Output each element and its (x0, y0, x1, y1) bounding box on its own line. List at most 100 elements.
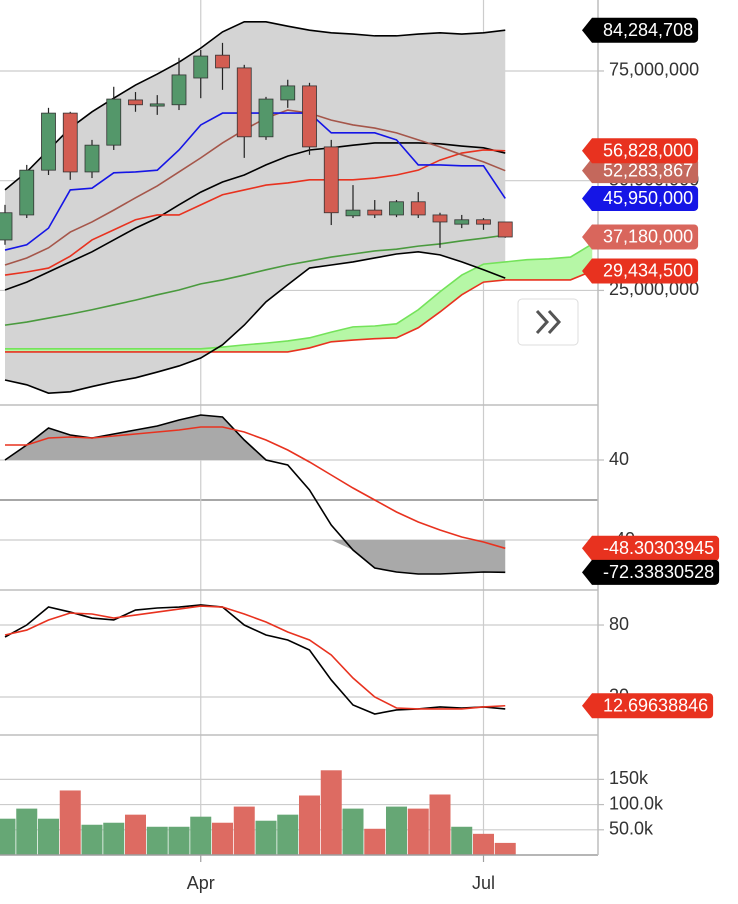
volume-bar (0, 818, 16, 855)
indicator-line (4, 142, 506, 291)
cloud-lower-line (5, 270, 593, 353)
candle-body (215, 54, 230, 69)
price-badge: 45,950,000 (582, 185, 699, 211)
candle-body (345, 209, 361, 217)
candle-body (280, 85, 296, 101)
price-badge-label: -48.30303945 (603, 538, 714, 558)
price-badge-label: 45,950,000 (603, 188, 693, 208)
candle-body (258, 98, 274, 138)
indicator-line (4, 234, 506, 326)
scroll-button-icon[interactable] (535, 309, 562, 335)
volume-bar (233, 806, 255, 855)
x-tick-label: Jul (472, 873, 495, 893)
volume-bar (320, 770, 342, 855)
oversold-fill (5, 540, 506, 574)
candle-body (149, 103, 165, 107)
price-badge-label: 52,283,867 (603, 160, 693, 180)
y-tick-label: 50.0k (609, 819, 654, 839)
candle-body (128, 99, 143, 106)
indicator-line (4, 21, 506, 191)
volume-bar (451, 826, 473, 855)
y-tick-label: 25,000,000 (609, 279, 699, 299)
band-fill (5, 21, 506, 394)
y-tick-label: 80 (609, 614, 629, 634)
price-badge-label: 37,180,000 (603, 227, 693, 247)
price-badge-bg (582, 258, 699, 284)
candle-body (0, 212, 13, 241)
y-tick-label: 150k (609, 768, 649, 788)
indicator-line (4, 605, 506, 710)
price-badge: -48.30303945 (582, 535, 720, 561)
y-tick-label: 40 (609, 449, 629, 469)
volume-bar (190, 816, 212, 855)
cloud-upper-line (5, 243, 593, 350)
volume-bar (59, 790, 81, 855)
candle-body (62, 112, 78, 173)
candle-body (41, 112, 56, 171)
volume-bar (255, 820, 277, 855)
candle-body (476, 219, 491, 225)
price-badge: -72.33830528 (582, 559, 720, 585)
indicator-line (4, 604, 506, 715)
volume-bar (125, 814, 146, 855)
price-badge: 29,434,500 (582, 258, 699, 284)
candle-body (19, 169, 35, 216)
indicator-line (4, 251, 506, 394)
x-tick-label: Apr (187, 873, 215, 893)
price-badge-bg (582, 158, 699, 184)
y-tick-label: 100.0k (609, 793, 664, 813)
price-badge-bg (582, 535, 720, 561)
price-badge-label: 29,434,500 (603, 261, 693, 281)
volume-bar (494, 842, 516, 855)
price-badge-bg (582, 17, 699, 43)
price-badge: 52,283,867 (582, 158, 699, 184)
indicator-line (4, 149, 506, 276)
candle-body (454, 219, 470, 225)
price-badge: 37,180,000 (582, 224, 699, 250)
candle-body (323, 146, 339, 214)
volume-bar (146, 826, 168, 855)
price-badge: 12.69638846 (582, 693, 714, 719)
price-badge-bg (582, 224, 699, 250)
volume-bar (81, 824, 103, 855)
volume-bar (342, 808, 364, 855)
label-layer: 25,000,00050,000,00075,000,00052,283,867… (187, 17, 720, 893)
volume-bar (429, 794, 451, 855)
volume-bar (212, 822, 233, 855)
price-badge-bg (582, 693, 714, 719)
volume-bar (168, 826, 190, 855)
candle-body (236, 67, 252, 138)
line-layer (4, 21, 593, 715)
candle-body (171, 74, 187, 106)
candle-body (410, 201, 426, 216)
volume-bar (16, 808, 38, 855)
price-badge-bg (582, 138, 699, 164)
candle-body (497, 221, 513, 238)
volume-bar (103, 822, 125, 855)
volume-bar (407, 808, 429, 855)
price-badge-bg (582, 185, 699, 211)
price-badge: 84,284,708 (582, 17, 699, 43)
volume-bar (277, 814, 299, 855)
candle-body (106, 98, 122, 146)
volume-bar (299, 795, 320, 855)
price-badge-bg (582, 559, 720, 585)
indicator-line (4, 109, 506, 266)
fill-layer (5, 21, 593, 574)
volume-bar (38, 818, 59, 855)
candle-body (432, 214, 448, 223)
candle-body (302, 85, 317, 148)
price-badge-label: -72.33830528 (603, 562, 714, 582)
y-tick-label: 75,000,000 (609, 60, 699, 80)
price-badge-label: 12.69638846 (603, 695, 708, 715)
price-badge-label: 84,284,708 (603, 20, 693, 40)
candle-body (367, 209, 383, 216)
mark-layer (0, 42, 516, 855)
overbought-fill (5, 415, 506, 460)
scroll-button[interactable] (517, 298, 579, 346)
candle-body (389, 201, 404, 216)
volume-bar (364, 828, 386, 855)
indicator-line (5, 426, 506, 550)
price-badge: 56,828,000 (582, 138, 699, 164)
